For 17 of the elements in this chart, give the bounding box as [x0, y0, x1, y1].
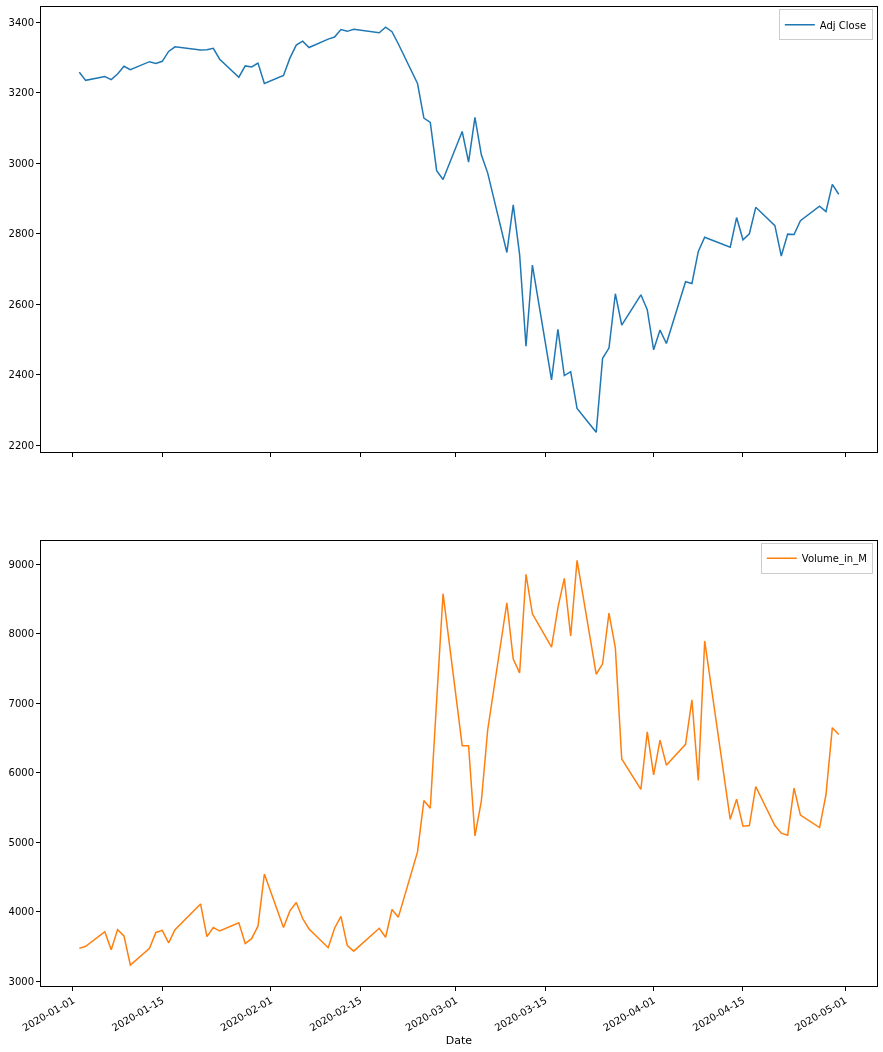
legend-label: Adj Close — [819, 19, 867, 31]
y-tick-label: 9000 — [8, 559, 34, 571]
y-tick-label: 2400 — [8, 369, 34, 381]
y-tick-label: 3000 — [8, 157, 34, 169]
y-tick-label: 8000 — [8, 628, 34, 640]
x-axis-title: Date — [445, 1034, 473, 1048]
y-tick-label: 7000 — [8, 697, 34, 709]
y-tick-label: 2800 — [8, 228, 34, 240]
y-tick-label: 4000 — [8, 906, 34, 918]
y-tick-label: 2600 — [8, 298, 34, 310]
y-tick-label: 3400 — [8, 16, 34, 28]
y-tick-label: 3200 — [8, 87, 34, 99]
y-tick-label: 2200 — [8, 439, 34, 451]
y-tick-label: 6000 — [8, 767, 34, 779]
y-tick-label: 5000 — [8, 836, 34, 848]
y-tick-label: 3000 — [8, 975, 34, 987]
legend-label: Volume_in_M — [801, 553, 867, 566]
